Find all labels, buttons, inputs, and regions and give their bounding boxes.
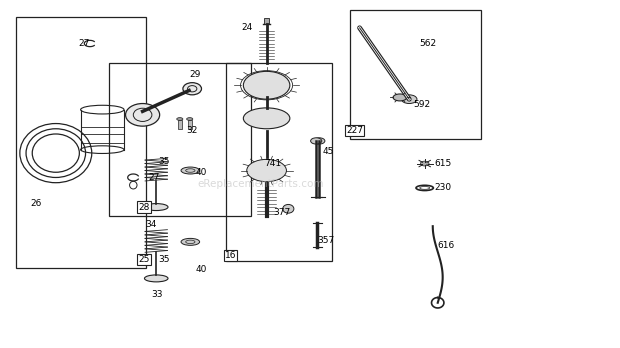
Bar bbox=[16, 17, 146, 268]
Text: 25: 25 bbox=[138, 255, 149, 264]
Text: 40: 40 bbox=[196, 168, 207, 177]
Bar bbox=[350, 10, 480, 139]
Text: 34: 34 bbox=[145, 220, 156, 229]
Text: 615: 615 bbox=[435, 159, 452, 168]
Text: 35: 35 bbox=[159, 255, 170, 264]
Text: 592: 592 bbox=[413, 100, 430, 109]
Ellipse shape bbox=[181, 238, 200, 245]
Text: 45: 45 bbox=[323, 147, 334, 156]
Text: 28: 28 bbox=[138, 203, 149, 212]
Bar bbox=[108, 63, 251, 216]
Ellipse shape bbox=[187, 118, 193, 120]
Ellipse shape bbox=[283, 204, 294, 213]
Text: 32: 32 bbox=[187, 126, 198, 135]
Ellipse shape bbox=[393, 94, 407, 101]
Ellipse shape bbox=[144, 204, 168, 211]
Ellipse shape bbox=[311, 138, 322, 144]
Text: 27: 27 bbox=[148, 173, 159, 182]
Text: 227: 227 bbox=[346, 126, 363, 135]
Bar bbox=[226, 63, 332, 261]
Text: 35: 35 bbox=[159, 157, 170, 166]
Text: 26: 26 bbox=[30, 199, 42, 208]
Text: 29: 29 bbox=[190, 70, 201, 79]
Text: 40: 40 bbox=[196, 265, 207, 274]
Text: 616: 616 bbox=[438, 241, 455, 250]
Text: eReplacementParts.com: eReplacementParts.com bbox=[197, 180, 324, 189]
Text: 27: 27 bbox=[78, 39, 89, 48]
Ellipse shape bbox=[402, 95, 417, 104]
Text: 741: 741 bbox=[264, 159, 281, 168]
Ellipse shape bbox=[183, 83, 202, 95]
Bar bbox=[188, 120, 192, 129]
Ellipse shape bbox=[125, 104, 160, 126]
Ellipse shape bbox=[243, 71, 290, 99]
Text: 562: 562 bbox=[419, 39, 436, 48]
Circle shape bbox=[420, 161, 429, 166]
Text: 24: 24 bbox=[241, 23, 252, 32]
Text: 16: 16 bbox=[225, 251, 236, 260]
Text: 357: 357 bbox=[317, 236, 334, 245]
Text: 377: 377 bbox=[273, 208, 291, 217]
Circle shape bbox=[247, 159, 286, 182]
Ellipse shape bbox=[243, 108, 290, 129]
Ellipse shape bbox=[181, 167, 200, 174]
Ellipse shape bbox=[314, 138, 325, 144]
Ellipse shape bbox=[177, 118, 183, 120]
Text: 230: 230 bbox=[435, 183, 452, 192]
Ellipse shape bbox=[144, 275, 168, 282]
Bar bbox=[178, 120, 182, 129]
Bar bbox=[264, 18, 269, 24]
Text: 33: 33 bbox=[151, 290, 162, 299]
